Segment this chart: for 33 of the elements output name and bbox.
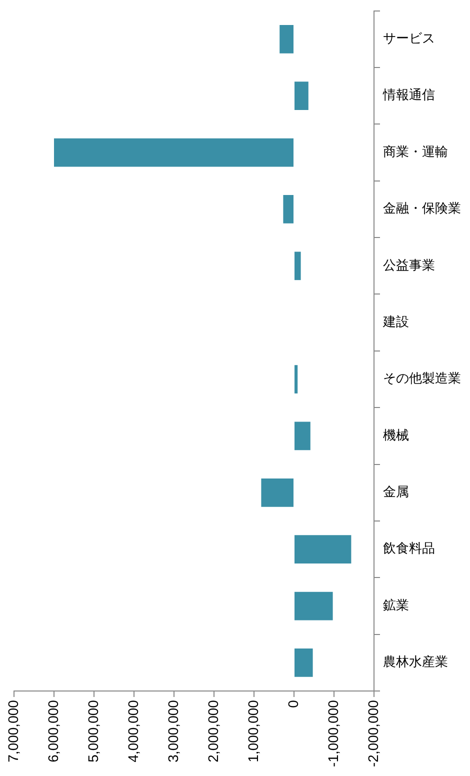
y-tick-label: 情報通信 [382,88,435,104]
bar [294,365,298,394]
x-tick-label: 5,000,000 [84,700,101,762]
x-tick-label: 0 [284,700,301,708]
y-tick-label: 金融・保険業 [383,202,461,217]
y-tick-label: 機械 [383,428,409,444]
bar [54,138,294,167]
x-tick-label: -1,000,000 [324,700,341,768]
x-tick-label: 7,000,000 [4,700,21,762]
bar [294,535,352,564]
bar [261,478,294,507]
y-tick-label: 建設 [382,314,409,330]
x-tick-label: 1,000,000 [244,700,261,762]
y-tick-label: 公益事業 [383,258,435,274]
x-tick-label: 4,000,000 [124,700,141,762]
y-tick-label: 商業・運輸 [383,144,448,160]
bar [294,252,301,280]
y-tick-label: 飲食料品 [383,542,435,557]
bar [294,648,313,677]
bar [294,592,333,620]
y-tick-label: 農林水産業 [383,654,448,670]
y-tick-label: 鉱業 [383,598,409,614]
x-tick-label: 2,000,000 [204,700,221,762]
x-tick-label: 3,000,000 [164,700,181,762]
bar [294,422,310,450]
bar [294,82,308,110]
y-tick-label: 金属 [383,485,409,500]
y-tick-label: サービス [383,32,435,47]
bar [283,195,294,224]
bar [280,24,294,54]
x-tick-label: 6,000,000 [44,700,61,762]
x-tick-label: -2,000,000 [364,700,381,768]
y-tick-label: その他製造業 [383,372,461,387]
